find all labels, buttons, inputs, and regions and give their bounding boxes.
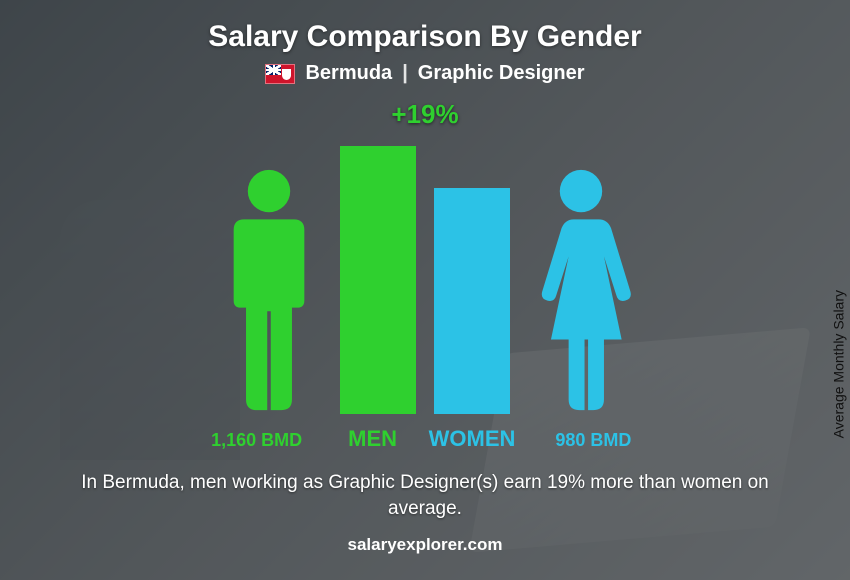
male-salary-value: 1,160 BMD [197,430,317,451]
female-bar [434,188,510,414]
role-label: Graphic Designer [418,62,585,85]
bermuda-flag-icon [265,64,295,84]
male-bar [340,146,416,414]
chart-labels-row: 1,160 BMD MEN WOMEN 980 BMD [197,426,654,452]
percent-difference: +19% [391,99,458,130]
page-title: Salary Comparison By Gender [208,20,641,54]
gender-bar-chart [216,134,634,414]
subtitle-row: Bermuda | Graphic Designer [265,62,584,85]
female-person-icon [528,166,634,414]
summary-text: In Bermuda, men working as Graphic Desig… [65,470,785,521]
infographic-content: Salary Comparison By Gender Bermuda | Gr… [0,0,850,580]
separator: | [402,62,408,85]
male-person-icon [216,166,322,414]
female-category-label: WOMEN [429,426,516,452]
female-salary-value: 980 BMD [533,430,653,451]
country-label: Bermuda [305,62,392,85]
y-axis-label: Average Monthly Salary [830,290,846,438]
site-credit: salaryexplorer.com [348,535,503,555]
male-category-label: MEN [335,426,411,452]
